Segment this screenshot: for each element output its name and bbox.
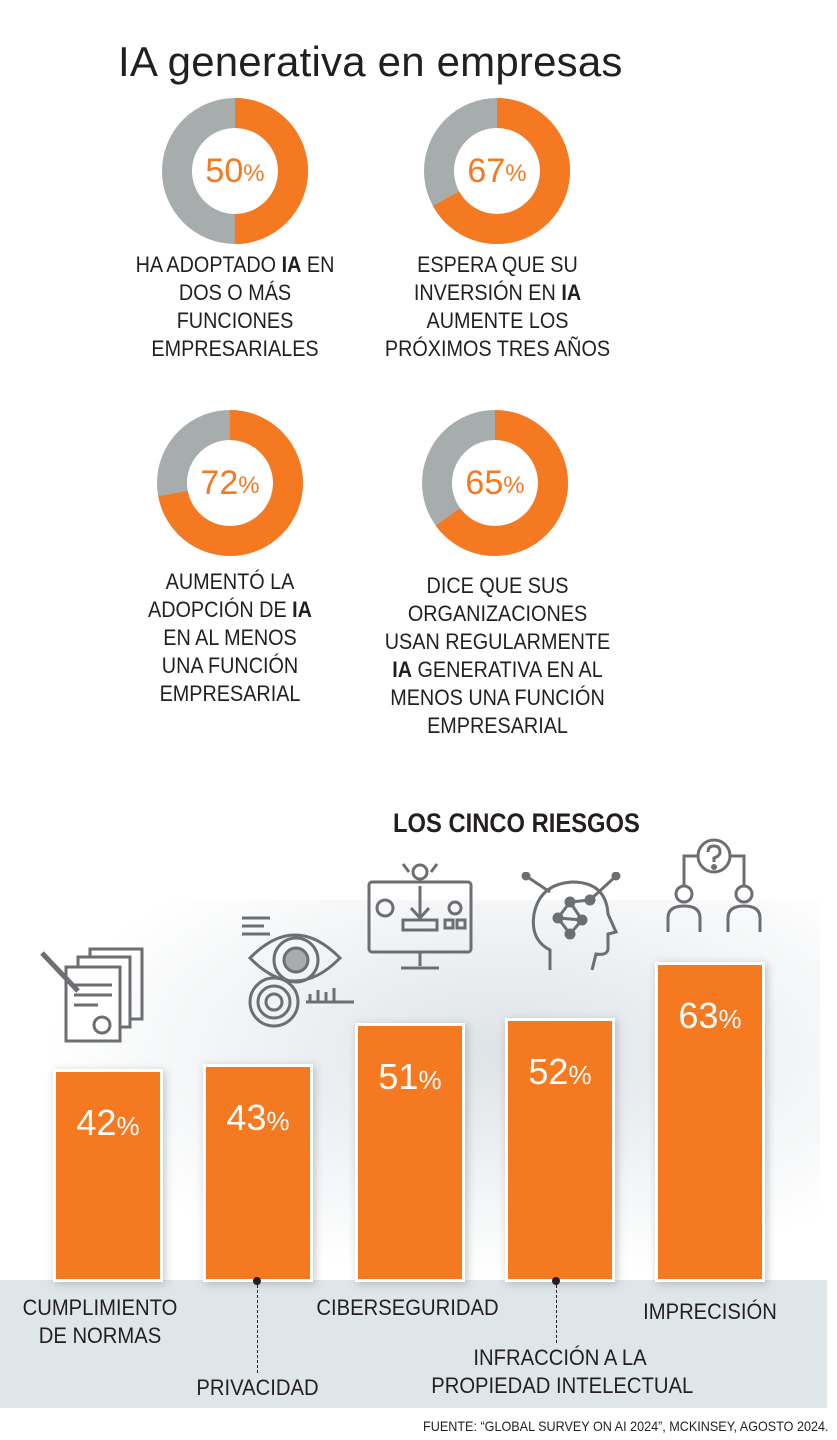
bar-value-label: 51% [358, 1056, 462, 1098]
eye-fingerprint-icon [242, 916, 354, 1028]
donut-percentage: 72% [155, 408, 305, 558]
bar-value: 63 [678, 995, 719, 1036]
donut-chart-investment: 67% [422, 96, 572, 246]
page-title: IA generativa en empresas [118, 38, 623, 85]
donut-value-arc [422, 410, 568, 556]
bar-value: 43 [226, 1097, 267, 1138]
risk-bar: 63% [655, 962, 765, 1282]
percent-symbol: % [243, 160, 265, 187]
percent-symbol: % [238, 472, 260, 499]
chart-floor [0, 1280, 827, 1408]
bar-value-label: 52% [508, 1051, 612, 1093]
leader-line [556, 1285, 557, 1343]
category-label: INFRACCIÓN A LA PROPIEDAD INTELECTUAL [431, 1345, 694, 1398]
bar-value: 42 [76, 1102, 117, 1143]
category-label: IMPRECISIÓN [643, 1299, 777, 1324]
donut-value-arc [157, 410, 303, 556]
leader-line [257, 1285, 258, 1373]
source-note: FUENTE: “GLOBAL SURVEY ON AI 2024”, MCKI… [423, 1418, 829, 1434]
risk-bar: 51% [355, 1023, 465, 1282]
donut-chart-adoption-multiple: 50% [160, 96, 310, 246]
percent-symbol: % [568, 1060, 592, 1090]
risk-bar: 42% [53, 1069, 163, 1282]
risks-chart-title: LOS CINCO RIESGOS [393, 808, 640, 838]
donut-percentage: 65% [420, 408, 570, 558]
bar-value: 51 [378, 1056, 419, 1097]
donut-value: 67 [467, 151, 506, 190]
donut-chart-regular-use: 65% [420, 408, 570, 558]
donut-percentage: 50% [160, 96, 310, 246]
risk-bar: 43% [203, 1064, 313, 1282]
caption-emphasis: IA [281, 252, 302, 277]
donut-ring [162, 98, 308, 244]
question-people-icon [666, 838, 762, 932]
donut-ring [157, 410, 303, 556]
leader-dot [253, 1277, 261, 1285]
bar-value-label: 43% [206, 1097, 310, 1139]
caption-emphasis: IA [561, 280, 582, 305]
category-label: PRIVACIDAD [196, 1375, 319, 1400]
risk-bar: 52% [505, 1018, 615, 1282]
donut-value: 72 [200, 463, 239, 502]
monitor-security-icon [367, 863, 473, 970]
donut-caption: DICE QUE SUS ORGANIZACIONES USAN REGULARME… [384, 573, 611, 738]
document-stamp-icon [40, 947, 144, 1043]
donut-caption: HA ADOPTADO IA EN DOS O MÁS FUNCIONES EMPRE… [135, 252, 335, 361]
ai-brain-icon [521, 872, 621, 971]
donut-caption: AUMENTÓ LA ADOPCIÓN DE IA EN AL MENOS UNA F… [148, 569, 312, 706]
bar-value-label: 63% [658, 995, 762, 1037]
donut-value: 50 [205, 151, 244, 190]
donut-caption: ESPERA QUE SU INVERSIÓN EN IA AUMENTE LOS P… [384, 252, 611, 361]
donut-ring [424, 98, 570, 244]
leader-dot [552, 1277, 560, 1285]
donut-chart-adoption-increase: 72% [155, 408, 305, 558]
donut-value-arc [162, 98, 308, 244]
donut-percentage: 67% [422, 96, 572, 246]
category-label: CIBERSEGURIDAD [316, 1295, 499, 1320]
caption-emphasis: IA [292, 597, 312, 622]
category-label: CUMPLIMIENTO DE NORMAS [22, 1295, 178, 1348]
bar-value: 52 [528, 1051, 569, 1092]
percent-symbol: % [418, 1065, 442, 1095]
percent-symbol: % [718, 1004, 742, 1034]
caption-emphasis: IA [392, 657, 413, 682]
percent-symbol: % [116, 1111, 140, 1141]
donut-ring [422, 410, 568, 556]
bar-value-label: 42% [56, 1102, 160, 1144]
percent-symbol: % [503, 472, 525, 499]
donut-value: 65 [465, 463, 504, 502]
percent-symbol: % [505, 160, 527, 187]
donut-value-arc [424, 98, 570, 244]
percent-symbol: % [266, 1106, 290, 1136]
